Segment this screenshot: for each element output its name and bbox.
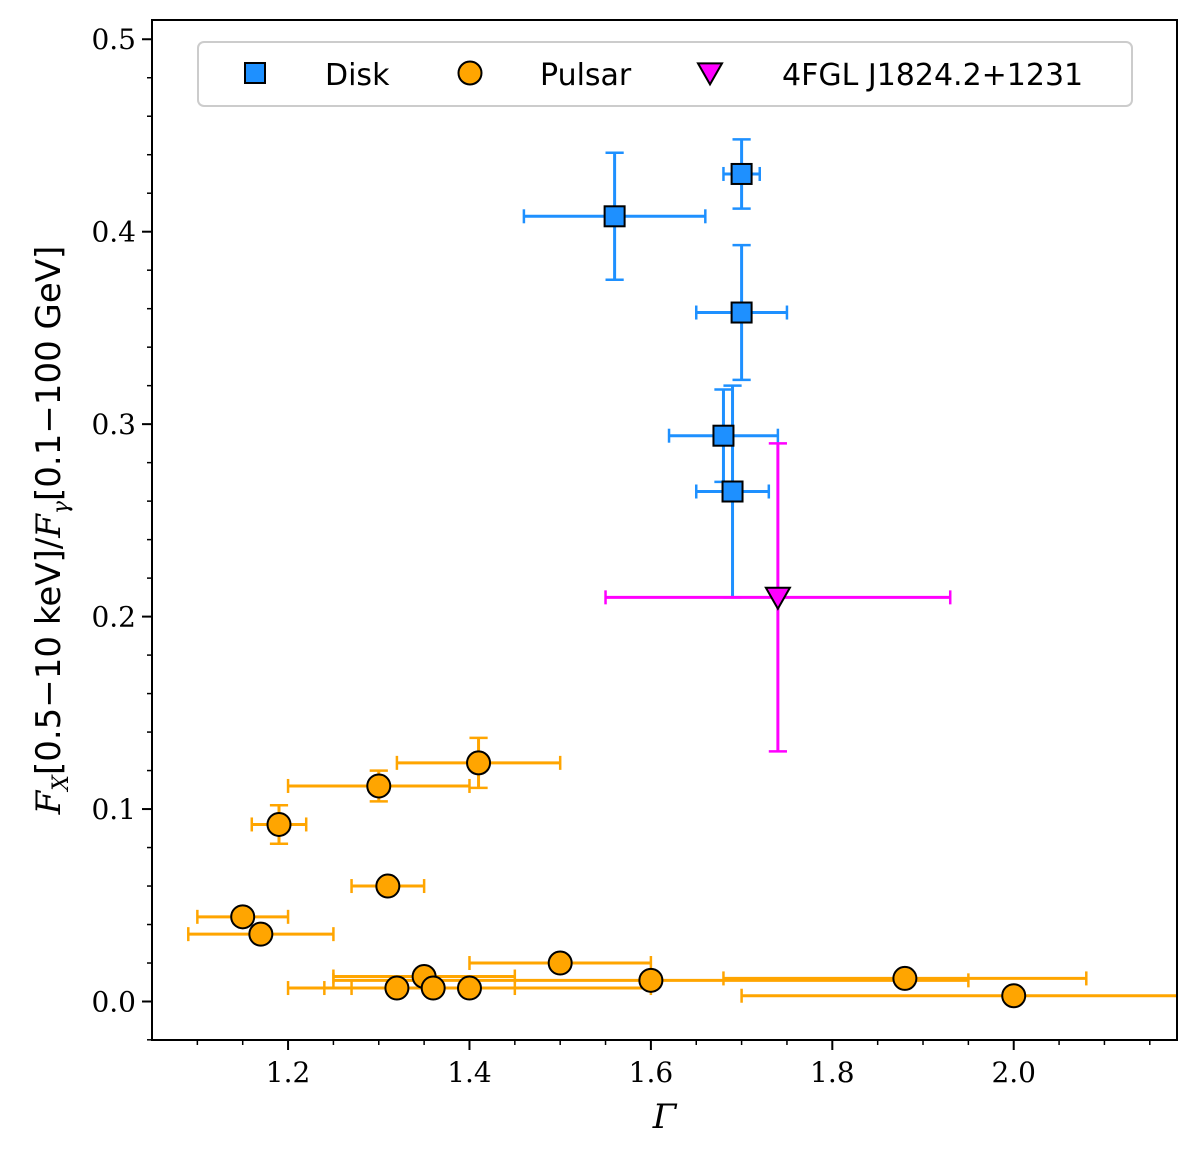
pulsar-marker <box>248 921 274 947</box>
legend-marker-pulsar <box>457 60 483 86</box>
pulsar-marker <box>230 904 256 930</box>
y-tick-label: 0.4 <box>91 216 136 249</box>
plot-area <box>187 138 1177 1009</box>
y-title-slash: / <box>29 537 69 549</box>
y-axis-title: FX[0.5−10 keV]/Fγ[0.1−100 GeV] <box>29 246 74 816</box>
pulsar-marker <box>547 950 573 976</box>
x-tick-label: 1.6 <box>629 1056 674 1089</box>
pulsar-point <box>740 988 1177 1003</box>
legend-marker-shape <box>244 62 266 84</box>
x-axis: 1.2 1.4 1.6 1.8 2.0 <box>196 1040 1151 1089</box>
disk-marker <box>721 480 744 503</box>
x-axis-title: Γ <box>652 1097 678 1137</box>
x-tick-label: 2.0 <box>991 1056 1036 1089</box>
legend: Disk Pulsar 4FGL J1824.2+1231 <box>197 41 1133 107</box>
y-title-fg: F <box>29 513 69 539</box>
y-axis: 0.0 0.1 0.2 0.3 0.4 0.5 <box>91 23 152 1041</box>
legend-marker-shape <box>696 62 724 87</box>
legend-marker-disk <box>244 62 266 84</box>
disk-marker <box>730 162 753 185</box>
pulsar-marker <box>366 773 392 799</box>
y-title-fx-sub: X <box>49 774 74 793</box>
y-title-fg-sub: γ <box>49 500 74 514</box>
y-title-band2: [0.1−100 GeV] <box>29 246 69 501</box>
legend-label-disk: Disk <box>325 58 390 93</box>
pulsar-marker <box>1001 983 1027 1009</box>
x-tick-label: 1.4 <box>447 1056 492 1089</box>
legend-label-pulsar: Pulsar <box>540 58 632 93</box>
pulsar-marker <box>892 965 918 991</box>
y-title-band1: [0.5−10 keV] <box>29 549 69 775</box>
legend-box <box>197 41 1133 107</box>
pulsar-marker <box>375 873 401 899</box>
pulsar-marker <box>420 975 446 1001</box>
4fgl-j1824-2-1231-marker <box>764 586 792 611</box>
pulsar-marker <box>456 975 482 1001</box>
y-tick-label: 0.0 <box>91 986 136 1019</box>
pulsar-marker <box>384 975 410 1001</box>
y-tick-label: 0.3 <box>91 408 136 441</box>
disk-marker <box>730 301 753 324</box>
legend-marker-shape <box>457 60 483 86</box>
y-tick-label: 0.2 <box>91 601 136 634</box>
plot-frame <box>151 19 1178 1041</box>
x-tick-label: 1.2 <box>266 1056 311 1089</box>
pulsar-marker <box>466 750 492 776</box>
disk-marker <box>712 424 735 447</box>
pulsar-marker <box>638 967 664 993</box>
y-tick-label: 0.1 <box>91 793 136 826</box>
y-title-fx: F <box>29 789 69 815</box>
disk-marker <box>603 205 626 228</box>
pulsar-marker <box>266 811 292 837</box>
plot-data <box>187 138 1177 1009</box>
legend-marker-4fgl <box>696 62 724 87</box>
legend-label-4fgl: 4FGL J1824.2+1231 <box>782 58 1083 93</box>
y-tick-label: 0.5 <box>91 23 136 56</box>
x-tick-label: 1.8 <box>810 1056 855 1089</box>
